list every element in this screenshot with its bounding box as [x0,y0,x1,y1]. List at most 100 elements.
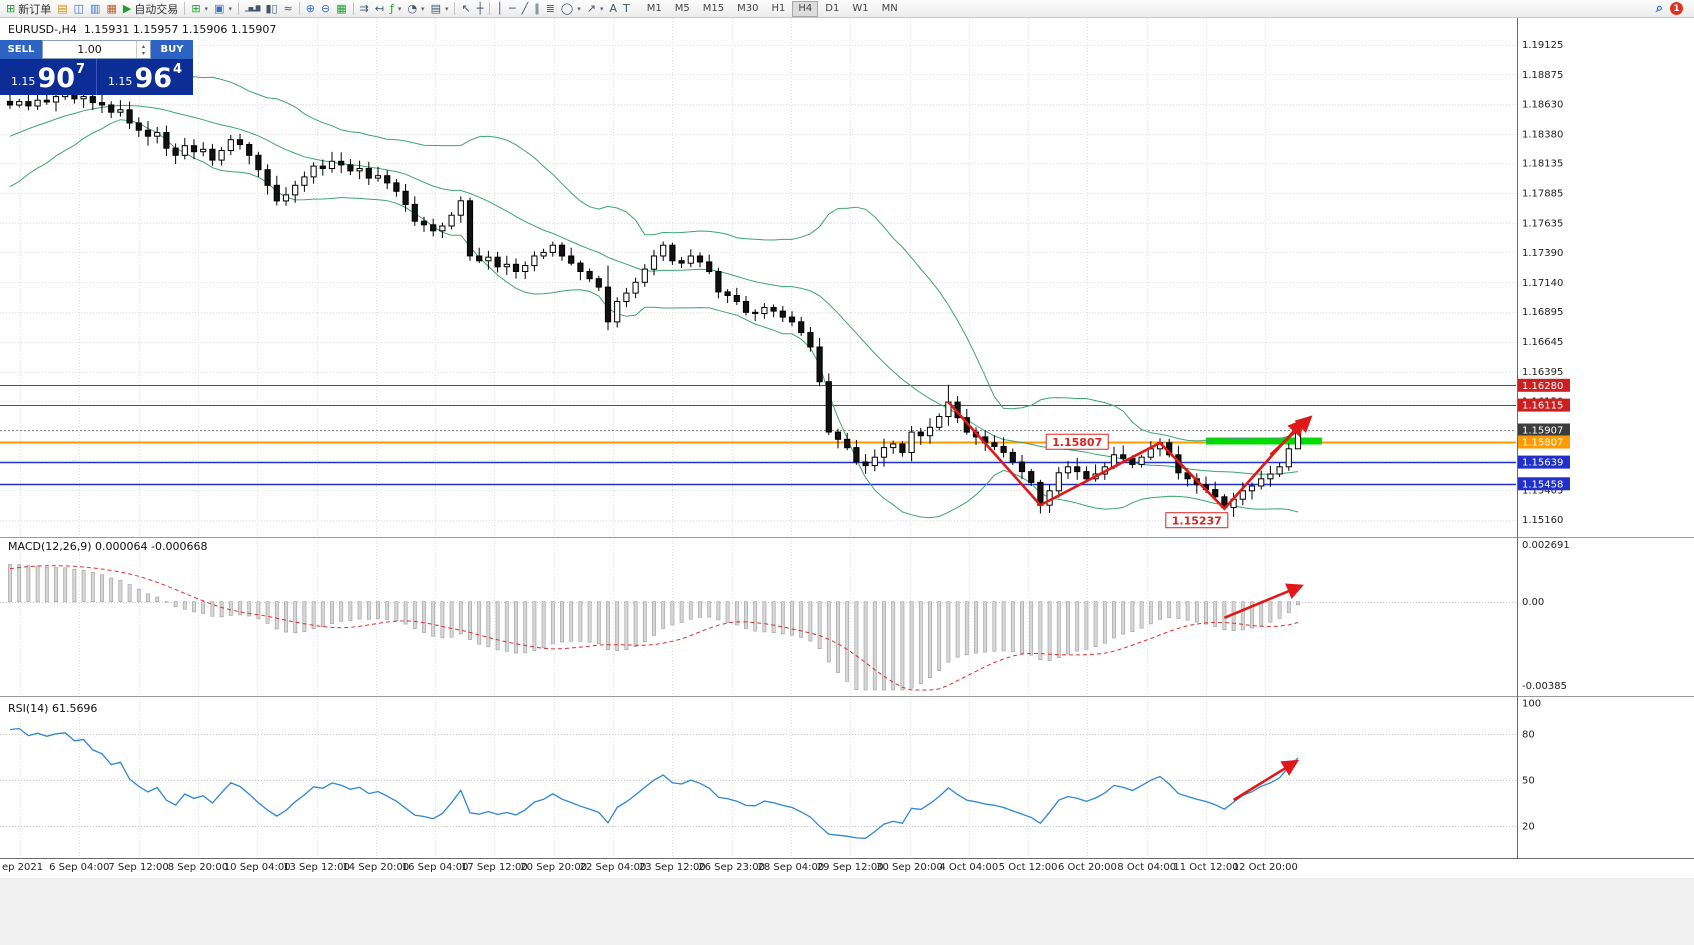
text-label-button[interactable]: T [620,1,633,17]
auto-scroll-button[interactable]: ⇉ [357,1,372,17]
timeframe-h4-button[interactable]: H4 [792,0,819,17]
chart-window-icon-icon: ▤ [57,1,68,15]
shapes-button-dropdown-icon[interactable]: ▾ [577,4,581,13]
chart-shift-button[interactable]: ↤ [372,1,387,17]
auto-trading-button[interactable]: ▶ 自动交易 [120,1,181,17]
candle [218,150,225,161]
candle [135,122,142,131]
candle [117,109,124,113]
lot-decrease-icon[interactable]: ▾ [141,49,145,57]
lot-size-field[interactable]: 1.00 ▴ ▾ [42,40,151,59]
candle [1239,490,1246,500]
timeframe-h1-button[interactable]: H1 [771,2,786,14]
time-axis-label: 14 Sep 20:00 [342,862,409,873]
candle [503,263,510,268]
profiles-button[interactable]: ▣ ▾ [211,1,235,17]
periods-button[interactable]: ◔ ▾ [404,1,427,17]
time-axis-label: 8 Oct 04:00 [1117,862,1176,873]
price-tick-label: 1.18875 [1522,70,1563,81]
candle [853,447,860,463]
candle [292,184,299,196]
candle [779,310,786,318]
zoom-in-button[interactable]: ⊕ [303,1,318,17]
lot-spinner[interactable]: ▴ ▾ [136,41,150,58]
channel-button[interactable]: ∥ [531,1,543,17]
templates-button-dropdown-icon[interactable]: ▾ [444,4,449,13]
timeframe-m30-button[interactable]: M30 [737,2,759,14]
timeframe-d1-button[interactable]: D1 [825,2,840,14]
arrow-tools-button[interactable]: ↗ ▾ [584,1,607,17]
new-chart-button[interactable]: ⊞ ▾ [188,1,211,17]
timeframe-m15-button[interactable]: M15 [702,2,725,14]
new-order-button-label: 新订单 [18,2,52,16]
shapes-button[interactable]: ◯ ▾ [558,1,584,17]
line-chart-button[interactable]: ≈ [281,1,296,17]
candlestick-chart-button[interactable]: ▮▯ [262,1,280,17]
sell-button[interactable]: SELL [0,40,42,59]
crosshair-button[interactable]: ┼ [474,1,487,17]
zoom-out-button[interactable]: ⊖ [318,1,333,17]
periods-button-dropdown-icon[interactable]: ▾ [421,4,425,13]
buy-price[interactable]: 1.15 96 4 [97,59,193,95]
candle [80,96,87,100]
trendline-button[interactable]: ╱ [519,1,532,17]
navigator-icon[interactable]: ▥ [87,1,103,17]
auto-trading-icon: ▶ [122,1,132,15]
lot-increase-icon[interactable]: ▴ [141,42,145,50]
indicators-button[interactable]: ƒ ▾ [387,1,404,17]
indicators-button-dropdown-icon[interactable]: ▾ [397,4,402,13]
chart-window-icon[interactable]: ▤ [54,1,70,17]
rsi-line [9,727,1299,839]
candle [1064,466,1072,474]
time-axis-label: 30 Sep 20:00 [876,862,943,873]
templates-button[interactable]: ▤ ▾ [428,1,452,17]
timeframe-m1-button[interactable]: M1 [646,2,662,14]
bar-chart-button[interactable]: ▁▅▂▇ [242,1,262,17]
candle [1120,454,1127,459]
candle [1285,448,1292,468]
candle [936,416,943,428]
horizontal-line-button[interactable]: ─ [506,1,519,17]
search-icon[interactable]: ⌕ [1655,1,1663,16]
candle [172,147,179,156]
terminal-icon[interactable]: ▦ [103,1,119,17]
price-tick-label: 1.16395 [1522,367,1563,378]
buy-price-prefix: 1.15 [107,75,133,88]
candle [310,165,317,178]
fibonacci-button[interactable]: ≣ [543,1,558,17]
toolbar-buttons: ⊞ 新订单 ▤ ◫ ▥ ▦ ▶ 自动交易 ⊞ ▾ ▣ ▾ ▁▅▂▇ ▮▯ ≈ ⊕ ⊖ ▦ ⇉ ↤ ƒ ▾ ◔ ▾ ▤ ▾ ↖ ┼ │ ─ ╱… [3,0,633,17]
candle [301,176,308,186]
timeframe-mn-button[interactable]: MN [881,2,898,14]
line-chart-icon: ≈ [283,1,293,15]
arrow-tools-button-dropdown-icon[interactable]: ▾ [599,4,604,13]
vertical-line-button[interactable]: │ [493,1,506,17]
text-button[interactable]: A [606,1,620,17]
time-axis-label: 12 Oct 20:00 [1233,862,1298,873]
price-tick-label: 1.18380 [1522,129,1563,140]
new-chart-button-dropdown-icon[interactable]: ▾ [204,4,209,13]
notification-badge[interactable]: 1 [1670,2,1683,15]
candle [742,301,750,313]
time-axis-label: 23 Sep 12:00 [639,862,706,873]
new-order-button[interactable]: ⊞ 新订单 [3,1,54,17]
buy-button[interactable]: BUY [151,40,193,59]
candle [43,99,50,103]
candle [770,307,777,312]
sell-price[interactable]: 1.15 90 7 [0,59,96,95]
candle [733,295,740,302]
new-chart-icon: ⊞ [191,1,201,15]
timeframe-m5-button[interactable]: M5 [674,2,690,14]
timeframe-w1-button[interactable]: W1 [852,2,869,14]
candle [190,145,198,153]
tile-windows-button[interactable]: ▦ [333,1,349,17]
rsi-label: RSI(14) 61.5696 [8,702,97,715]
candle [494,256,501,268]
candle [862,461,869,467]
periods-icon: ◔ [407,1,418,15]
cursor-button[interactable]: ↖ [458,1,473,17]
market-watch-icon[interactable]: ◫ [71,1,87,17]
zoom-in-icon: ⊕ [305,1,315,15]
profiles-button-dropdown-icon[interactable]: ▾ [228,4,232,13]
candle [420,220,428,226]
